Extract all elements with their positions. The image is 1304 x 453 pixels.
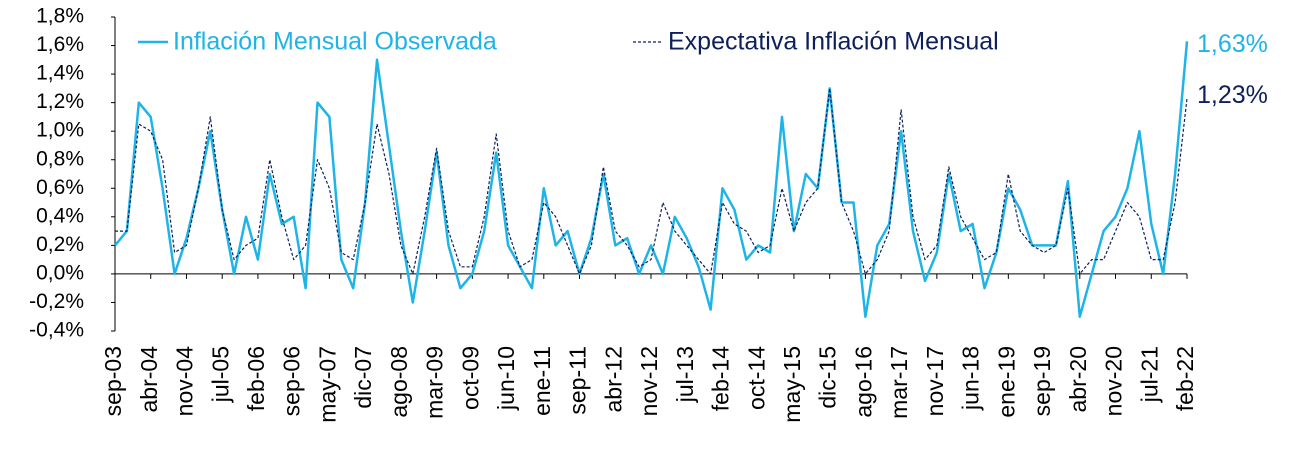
x-tick-label: sep-06 bbox=[279, 346, 305, 416]
x-tick-label: jul-21 bbox=[1136, 346, 1162, 403]
x-tick-label: abr-04 bbox=[136, 346, 162, 413]
y-tick-label: 1,6% bbox=[36, 33, 84, 56]
x-tick-label: may-07 bbox=[314, 346, 340, 423]
series-line bbox=[114, 41, 1189, 318]
x-tick-label: nov-20 bbox=[1101, 346, 1127, 416]
legend-label: Expectativa Inflación Mensual bbox=[668, 28, 999, 56]
x-tick-label: feb-06 bbox=[243, 346, 269, 411]
x-tick-label: mar-17 bbox=[886, 346, 912, 419]
x-tick-label: mar-09 bbox=[422, 346, 448, 419]
y-tick-label: 1,0% bbox=[36, 119, 84, 142]
value-label: 1,23% bbox=[1197, 81, 1268, 109]
x-tick-label: sep-11 bbox=[565, 346, 591, 415]
x-tick-label: oct-09 bbox=[457, 346, 483, 410]
x-tick-label: may-15 bbox=[779, 346, 805, 423]
x-tick-label: oct-14 bbox=[743, 346, 769, 410]
y-tick-label: -0,2% bbox=[29, 290, 84, 313]
x-tick-label: ago-08 bbox=[386, 346, 412, 418]
x-tick-label: feb-22 bbox=[1172, 346, 1198, 411]
y-tick-label: 0,4% bbox=[36, 204, 84, 227]
y-tick-label: 1,8% bbox=[36, 5, 84, 28]
y-tick-label: -0,4% bbox=[29, 319, 84, 342]
value-label: 1,63% bbox=[1197, 30, 1268, 58]
y-tick-label: 0,8% bbox=[36, 147, 84, 170]
x-tick-label: nov-12 bbox=[636, 346, 662, 416]
x-tick-label: abr-12 bbox=[600, 346, 626, 412]
x-tick-label: dic-15 bbox=[815, 346, 841, 409]
x-tick-label: abr-20 bbox=[1065, 346, 1091, 412]
x-tick-label: sep-03 bbox=[100, 346, 126, 416]
y-tick-label: 0,0% bbox=[36, 261, 84, 284]
legend-label: Inflación Mensual Observada bbox=[173, 28, 497, 56]
x-tick-label: nov-04 bbox=[172, 346, 198, 417]
x-tick-label: nov-17 bbox=[922, 346, 948, 416]
x-tick-label: ago-16 bbox=[850, 346, 876, 418]
x-tick-label: ene-11 bbox=[529, 346, 555, 416]
y-tick-label: 1,4% bbox=[36, 62, 84, 85]
x-tick-label: jul-05 bbox=[207, 346, 233, 403]
y-tick-label: 0,2% bbox=[36, 233, 84, 256]
y-tick-label: 1,2% bbox=[36, 90, 84, 113]
x-tick-label: feb-14 bbox=[708, 346, 734, 411]
x-tick-label: dic-07 bbox=[350, 346, 376, 409]
series-line bbox=[115, 87, 1188, 275]
x-tick-label: jun-18 bbox=[958, 346, 984, 411]
x-tick-label: ene-19 bbox=[993, 346, 1019, 418]
x-tick-label: jul-13 bbox=[672, 346, 698, 403]
x-tick-label: sep-19 bbox=[1029, 346, 1055, 416]
x-tick-label: jun-10 bbox=[493, 346, 519, 411]
y-tick-label: 0,6% bbox=[36, 176, 84, 199]
